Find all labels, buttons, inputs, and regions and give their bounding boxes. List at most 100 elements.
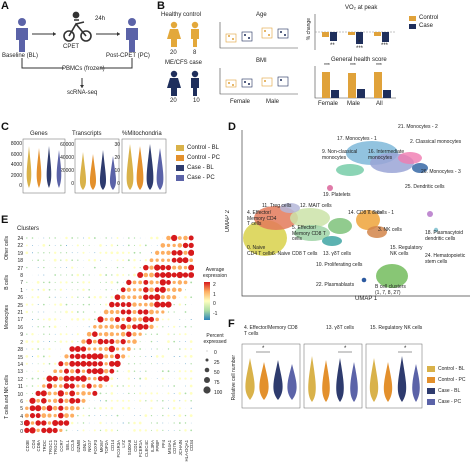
dot-mark (103, 375, 110, 382)
dot-mark (75, 406, 80, 411)
dot-mark (36, 296, 40, 299)
avg-expr-tick: 0 (213, 301, 216, 307)
dot-row-label: 28 (17, 347, 23, 354)
dot-mark (36, 281, 40, 284)
dot-mark (93, 325, 97, 329)
dot-mark (184, 377, 187, 380)
dot-mark (81, 398, 86, 403)
dot-mark (69, 383, 75, 389)
dot-mark (43, 259, 45, 261)
dot-mark (97, 361, 104, 367)
dot-mark (111, 237, 113, 239)
dot-mark (162, 407, 164, 409)
dot-row-label: 22 (17, 243, 23, 250)
dot-mark (178, 407, 181, 410)
dot-col-label: JCHAIN (177, 440, 183, 456)
dot-mark (77, 289, 79, 291)
cluster-label: 13. γδT cells (323, 251, 351, 257)
dot-mark (88, 414, 90, 417)
dot-mark (65, 236, 68, 240)
dot-row-label: 14 (17, 361, 23, 368)
dot-mark (65, 274, 68, 276)
dot-mark (43, 311, 45, 313)
dot-mark (172, 280, 176, 285)
dot-mark (145, 333, 147, 335)
dot-mark (110, 384, 114, 388)
umap-y-axis: UMAP 2 (225, 210, 231, 233)
dot-mark (162, 429, 164, 432)
dot-mark (159, 272, 166, 278)
dot-mark (177, 265, 183, 270)
dot-mark (155, 250, 160, 255)
dot-mark (65, 340, 68, 343)
dot-mark (75, 398, 81, 404)
f-title-2: 13. γδT cells (326, 325, 354, 331)
f-legend-label: Control - BL (438, 365, 465, 372)
dot-mark (53, 391, 57, 396)
dot-mark (139, 237, 141, 239)
dot-mark (116, 237, 119, 239)
dot-mark (142, 316, 149, 323)
dot-mark (65, 333, 68, 336)
dot-mark (26, 385, 28, 387)
dot-mark (156, 429, 159, 432)
avg-expr-tick: 1 (213, 291, 216, 298)
dot-mark (178, 377, 182, 380)
dot-col-label: CD14 (109, 440, 115, 451)
dot-mark (167, 311, 170, 313)
post-cpet-label: Post-CPET (PC) (106, 53, 150, 59)
dot-mark (32, 355, 33, 357)
dot-mark (165, 264, 172, 271)
dot-mark (94, 311, 96, 313)
dot-mark (127, 244, 130, 247)
dot-mark (133, 266, 136, 269)
dot-mark (86, 383, 92, 389)
dot-mark (132, 332, 137, 337)
dot-mark (117, 422, 118, 424)
dot-mark (182, 242, 189, 249)
dot-mark (36, 340, 40, 343)
baseline-label: Baseline (BL) (2, 53, 39, 59)
dot-mark (139, 259, 141, 261)
dot-mark (117, 378, 118, 379)
dot-mark (162, 422, 164, 424)
dot-mark (35, 405, 42, 412)
dot-col-label: TOP2A (104, 440, 110, 455)
dot-mark (133, 363, 136, 365)
dot-mark (143, 294, 149, 300)
dot-mark (143, 287, 149, 293)
legend-control-label: Control (419, 15, 439, 21)
dot-mark (156, 333, 158, 335)
dot-mark (149, 309, 154, 315)
dot-mark (150, 422, 153, 424)
dot-mark (166, 288, 171, 292)
legend-case-label: Case (419, 23, 434, 29)
dot-mark (189, 384, 193, 388)
dot-mark (71, 304, 73, 306)
dot-mark (80, 353, 87, 359)
dot-row-label: 1 (20, 287, 23, 294)
dot-mark (31, 332, 34, 336)
dot-mark (82, 251, 85, 254)
dot-mark (144, 414, 148, 417)
dot-col-label: SELL (64, 440, 70, 451)
dot-mark (184, 392, 187, 395)
dot-mark (104, 354, 109, 359)
dot-mark (128, 422, 130, 424)
dot-mark (160, 301, 166, 308)
dot-mark (184, 399, 187, 402)
dot-mark (160, 295, 165, 300)
dot-mark (189, 258, 193, 263)
dot-mark (111, 422, 113, 424)
dot-row-label: 9 (20, 332, 23, 339)
dot-mark (54, 362, 57, 365)
vo2-sig-top: * (358, 40, 361, 46)
dot-mark (63, 420, 70, 426)
dot-mark (59, 333, 62, 336)
vo2-chart (314, 14, 396, 50)
dot-mark (133, 237, 136, 239)
dot-mark (77, 252, 79, 254)
dot-mark (110, 377, 114, 380)
dot-mark (59, 288, 62, 291)
dot-mark (77, 422, 79, 424)
